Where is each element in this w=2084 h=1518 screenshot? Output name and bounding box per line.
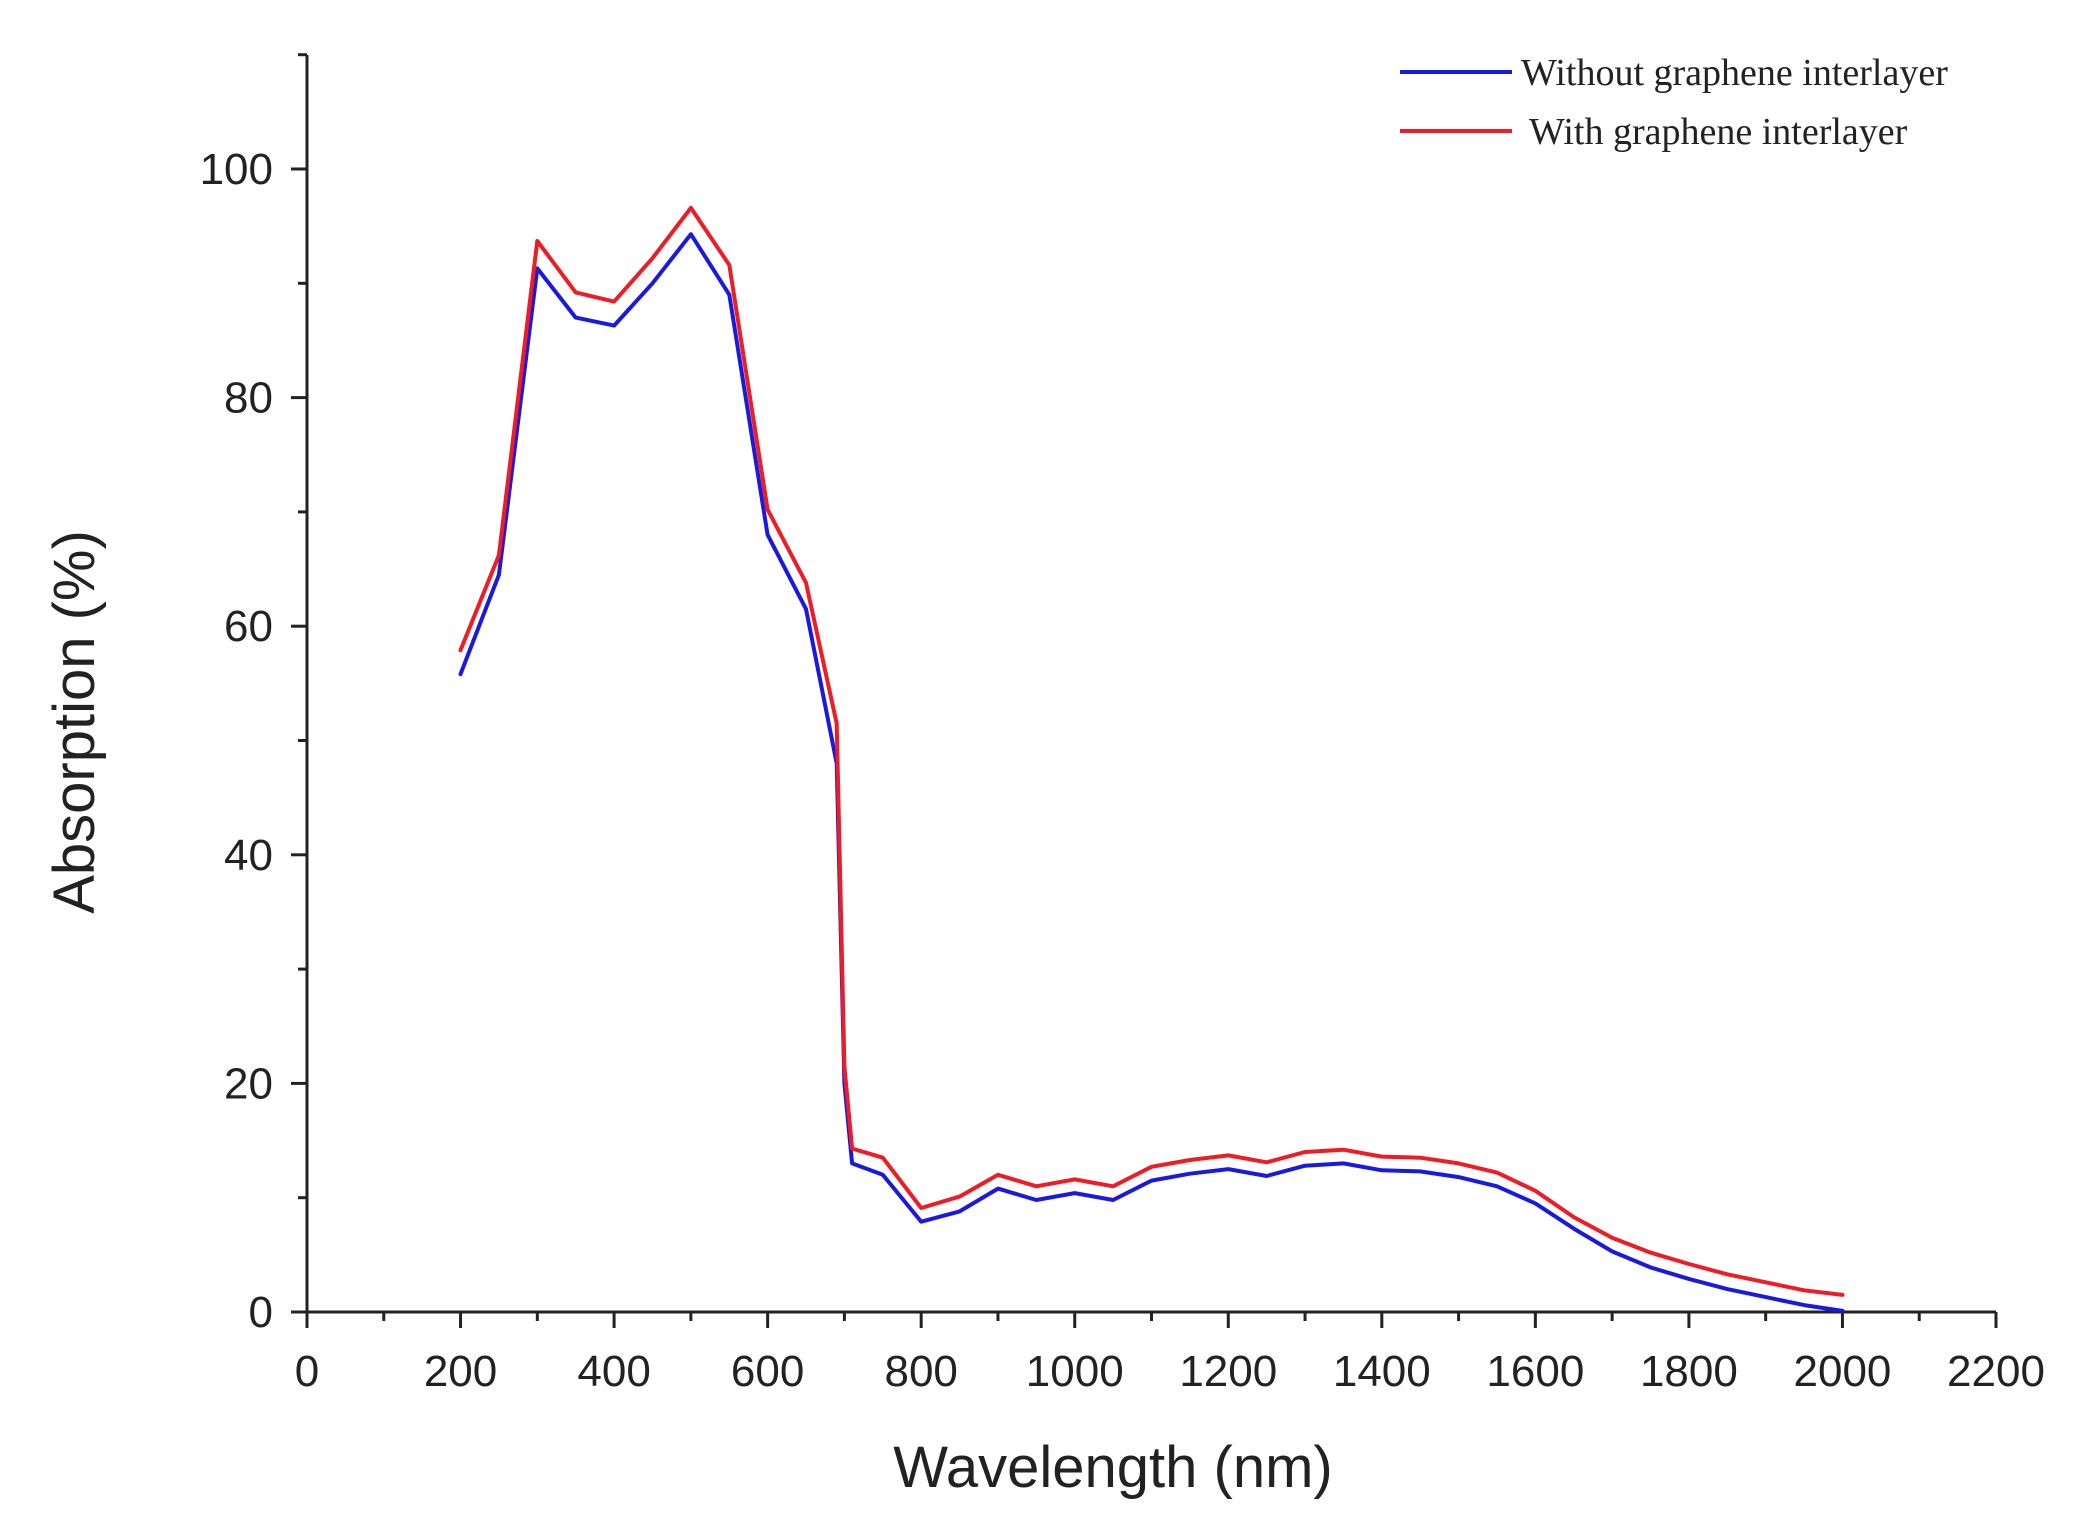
x-tick-label: 1600 xyxy=(1486,1347,1584,1396)
x-tick-label: 200 xyxy=(424,1347,497,1396)
y-tick-label: 40 xyxy=(224,831,273,880)
x-tick-label: 1200 xyxy=(1179,1347,1277,1396)
y-tick-label: 0 xyxy=(249,1288,273,1337)
x-tick-label: 800 xyxy=(884,1347,957,1396)
y-tick-label: 20 xyxy=(224,1059,273,1108)
x-tick-label: 1400 xyxy=(1333,1347,1431,1396)
series-line-with-graphene xyxy=(458,205,1845,1297)
series-line-without-graphene xyxy=(458,232,1845,1313)
x-tick-label: 2000 xyxy=(1794,1347,1892,1396)
x-axis-title: Wavelength (nm) xyxy=(893,1435,1332,1500)
y-ticks: 0 20 40 60 80 100 xyxy=(200,53,307,1337)
axes xyxy=(305,55,1996,1314)
y-axis-title: Absorption (%) xyxy=(42,530,107,914)
legend: Without graphene interlayer With graphen… xyxy=(1400,52,1948,153)
legend-label-without-graphene: Without graphene interlayer xyxy=(1521,52,1948,94)
y-tick-label: 100 xyxy=(200,145,273,194)
x-tick-label: 1000 xyxy=(1026,1347,1124,1396)
x-tick-label: 0 xyxy=(295,1347,319,1396)
y-tick-label: 60 xyxy=(224,602,273,651)
x-ticks: 0 200 400 600 800 1000 1200 1400 1600 1800 2000 220… xyxy=(295,1312,2045,1396)
series-layer xyxy=(458,205,1845,1313)
legend-label-with-graphene: With graphene interlayer xyxy=(1529,111,1908,153)
x-tick-label: 2200 xyxy=(1947,1347,2045,1396)
x-tick-label: 400 xyxy=(577,1347,650,1396)
x-tick-label: 600 xyxy=(731,1347,804,1396)
y-tick-label: 80 xyxy=(224,374,273,423)
x-tick-label: 1800 xyxy=(1640,1347,1738,1396)
